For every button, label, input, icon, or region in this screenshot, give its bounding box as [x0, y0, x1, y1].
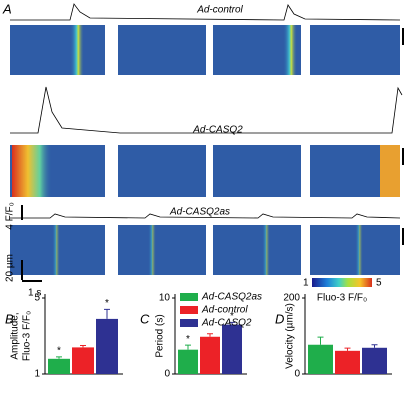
error-bar	[104, 308, 110, 319]
legend-label: Ad-CASQ2as	[201, 292, 262, 303]
row-label: Ad-control	[196, 5, 243, 16]
line-scan-images	[10, 25, 400, 275]
bar	[222, 324, 242, 374]
row-label: Ad-CASQ2as	[169, 207, 230, 218]
y-tick-label: 200	[283, 293, 300, 304]
bar	[200, 336, 220, 374]
y-axis-label: Period (s)	[155, 314, 166, 357]
trace-scale: 4 F/F₀	[5, 202, 16, 230]
y-tick-label: 0	[164, 369, 170, 380]
space-scale: 20 µm	[5, 254, 16, 282]
error-bar	[56, 356, 62, 359]
panel-label: C	[140, 311, 150, 326]
row-label: Ad-CASQ2	[192, 125, 243, 136]
bar	[308, 344, 333, 374]
bar	[72, 347, 94, 374]
significance-marker: *	[105, 298, 109, 309]
bar	[48, 358, 70, 374]
significance-marker: *	[230, 311, 234, 322]
error-bar	[207, 333, 213, 337]
bar	[96, 318, 118, 374]
legend-swatch	[180, 293, 198, 301]
bar	[362, 347, 387, 374]
colorbar-min: 1	[303, 278, 309, 289]
y-tick-label: 5	[34, 293, 40, 304]
colorbar	[312, 278, 372, 287]
error-bar	[317, 336, 324, 345]
colorbar-max: 5	[376, 278, 382, 289]
legend-label: Ad-control	[201, 305, 248, 316]
significance-marker: *	[57, 346, 61, 357]
error-bar	[371, 344, 378, 348]
error-bar	[185, 344, 191, 350]
y-axis-label: Fluo-3 F/F₀	[22, 311, 33, 361]
significance-marker: *	[186, 334, 190, 345]
panel-label: D	[275, 311, 284, 326]
y-tick-label: 0	[294, 369, 300, 380]
error-bar	[344, 347, 351, 351]
bar	[178, 349, 198, 374]
panel-label: B	[5, 311, 14, 326]
scale-bars	[21, 28, 404, 282]
error-bar	[229, 321, 235, 325]
y-axis-label: Velocity (µm/s)	[285, 303, 296, 369]
y-tick-label: 1	[34, 369, 40, 380]
legend-swatch	[180, 306, 198, 314]
y-tick-label: 10	[159, 293, 171, 304]
bar	[335, 350, 360, 374]
fluorescence-traces	[10, 3, 403, 219]
panel-label: A	[2, 1, 12, 16]
error-bar	[80, 345, 86, 348]
legend-label: Ad-CASQ2	[201, 318, 252, 329]
colorbar-title: Fluo-3 F/F₀	[317, 293, 367, 304]
legend-swatch	[180, 319, 198, 327]
time-scale: 1 s	[28, 288, 41, 299]
y-axis-label: Amplitude,	[10, 312, 21, 359]
